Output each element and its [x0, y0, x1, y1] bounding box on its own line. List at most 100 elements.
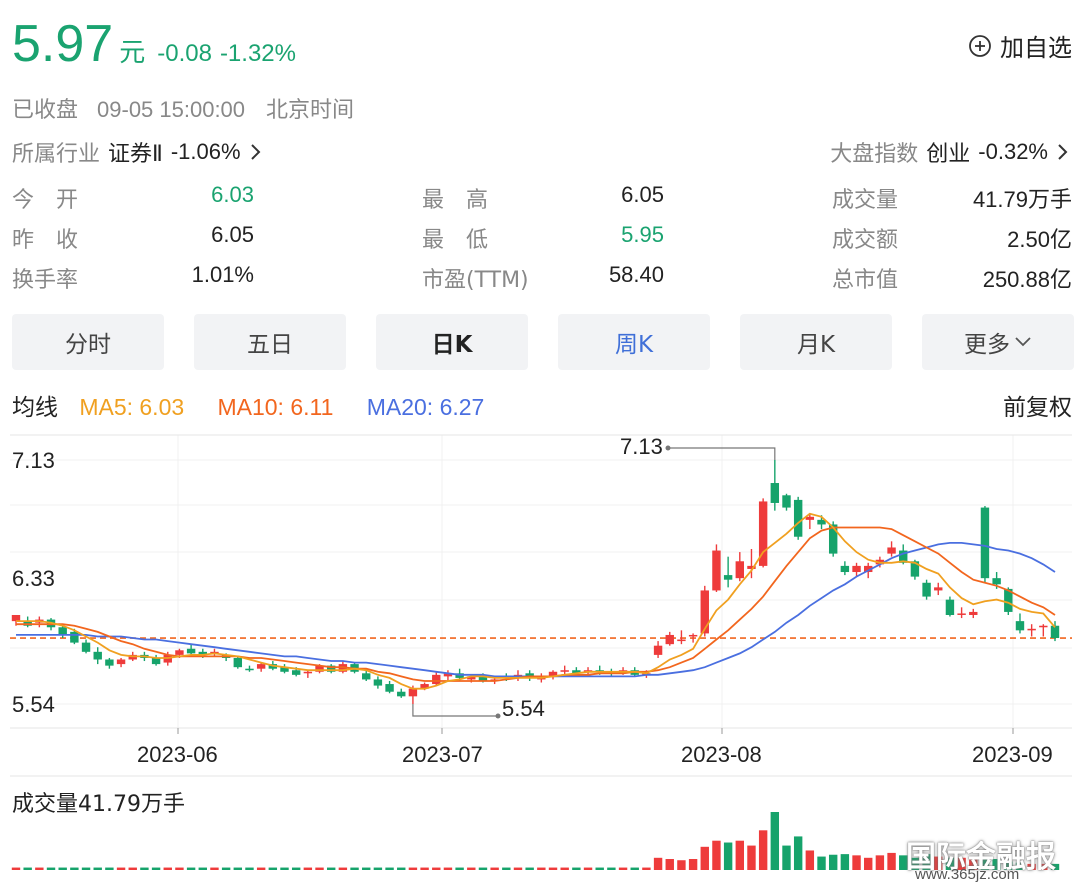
candle-body: [128, 654, 137, 660]
candle-body: [735, 561, 745, 579]
volume-bar: [618, 867, 628, 870]
candle-body: [432, 674, 441, 685]
volume-bar: [747, 845, 756, 870]
candle-body: [992, 578, 1001, 585]
candle-body: [677, 639, 686, 642]
tab-five-day[interactable]: 五日: [194, 314, 346, 370]
candle-body: [537, 676, 546, 680]
volume-bar: [583, 867, 593, 870]
amount-value: 2.50亿: [1007, 227, 1072, 252]
tab-more[interactable]: 更多: [922, 314, 1074, 370]
candle-body: [151, 657, 161, 665]
volume-bar: [840, 854, 850, 870]
candle-body: [910, 561, 920, 577]
volume-bar: [817, 856, 826, 870]
candle-body: [548, 671, 558, 677]
candle-body: [630, 670, 639, 675]
volume-bar: [140, 867, 149, 870]
xtick-label: 2023-09: [972, 742, 1053, 767]
quote-header: 5.97 元 -0.08 -1.32%: [12, 18, 296, 70]
volume-bar: [607, 867, 616, 870]
candle-body: [887, 547, 896, 554]
candle-body: [607, 671, 616, 674]
low-value: 5.95: [621, 222, 664, 247]
tab-intraday[interactable]: 分时: [12, 314, 164, 370]
candle-body: [1050, 625, 1060, 639]
index-name: 创业: [926, 142, 971, 167]
volume-label: 成交量: [832, 188, 899, 213]
candle-body: [303, 671, 313, 674]
candle-body: [840, 565, 850, 573]
ma-lines: [16, 512, 1056, 690]
candle-body: [373, 679, 383, 686]
max-pointer: [668, 447, 776, 460]
volume-bar: [128, 867, 137, 870]
industry-name: 证券Ⅱ: [108, 142, 163, 167]
volume-bar: [467, 867, 476, 870]
pe-label: 市盈(TTM): [422, 268, 529, 293]
candle-body: [245, 668, 254, 671]
candle-body: [233, 657, 243, 668]
volume-bar: [525, 867, 534, 870]
xtick-label: 2023-07: [402, 742, 483, 767]
index-link[interactable]: 大盘指数 创业 -0.32%: [830, 136, 1070, 168]
candle-body: [572, 670, 581, 674]
chart-grid: [10, 434, 1072, 777]
market-cap-value: 250.88亿: [982, 267, 1072, 292]
status-text: 已收盘: [12, 98, 79, 123]
volume-bar: [373, 867, 383, 870]
candle-body: [747, 565, 756, 569]
candle-body: [899, 550, 908, 563]
candle-body: [455, 673, 464, 678]
candle-body: [93, 651, 102, 660]
low-label: 最 低: [422, 228, 489, 253]
volume-bar: [665, 859, 674, 870]
volume-bar: [198, 867, 207, 870]
candle-body: [922, 582, 931, 597]
chevron-right-icon: [1058, 144, 1068, 160]
tab-daily-k[interactable]: 日K: [376, 314, 528, 370]
price-unit: 元: [119, 38, 146, 68]
volume-value: 41.79万手: [972, 187, 1072, 212]
industry-link[interactable]: 所属行业 证券Ⅱ -1.06%: [12, 136, 263, 168]
volume-bar: [770, 812, 780, 870]
volume-bar: [630, 867, 639, 870]
candle-body: [221, 654, 231, 658]
candle-body: [852, 565, 861, 573]
market-status: 已收盘 09-05 15:00:00 北京时间: [12, 92, 354, 124]
candle-body: [1027, 628, 1036, 631]
volume-bar: [245, 867, 254, 870]
add-watch-button[interactable]: 加自选: [968, 28, 1072, 63]
volume-bar: [221, 867, 231, 870]
candle-body: [46, 619, 56, 628]
candle-body: [23, 621, 32, 626]
candle-body: [291, 670, 301, 675]
high-label: 最 高: [422, 188, 489, 213]
candle-body: [116, 659, 126, 665]
candle-body: [443, 673, 453, 677]
adjust-button[interactable]: 前复权: [1003, 395, 1072, 421]
volume-bar: [163, 867, 172, 870]
min-pointer: [412, 704, 498, 717]
candle-body: [268, 664, 278, 669]
volume-bar: [303, 867, 313, 870]
candle-body: [478, 676, 488, 681]
candle-body: [490, 679, 499, 681]
candle-body: [315, 665, 324, 672]
candle-body: [326, 665, 336, 672]
candle-body: [350, 664, 359, 672]
candle-body: [642, 673, 651, 675]
add-watch-label: 加自选: [1000, 34, 1072, 62]
candle-body: [864, 565, 873, 573]
current-price: 5.97: [12, 15, 114, 73]
high-value: 6.05: [621, 182, 664, 207]
watermark-site: www.365jz.com: [915, 866, 1020, 883]
candle-body: [618, 670, 628, 672]
volume-bar: [151, 867, 161, 870]
tab-weekly-k[interactable]: 周K: [558, 314, 710, 370]
tab-monthly-k[interactable]: 月K: [740, 314, 892, 370]
volume-bar: [677, 860, 686, 870]
volume-bar: [560, 867, 569, 870]
candle-body: [817, 519, 826, 525]
candle-body: [467, 676, 476, 680]
